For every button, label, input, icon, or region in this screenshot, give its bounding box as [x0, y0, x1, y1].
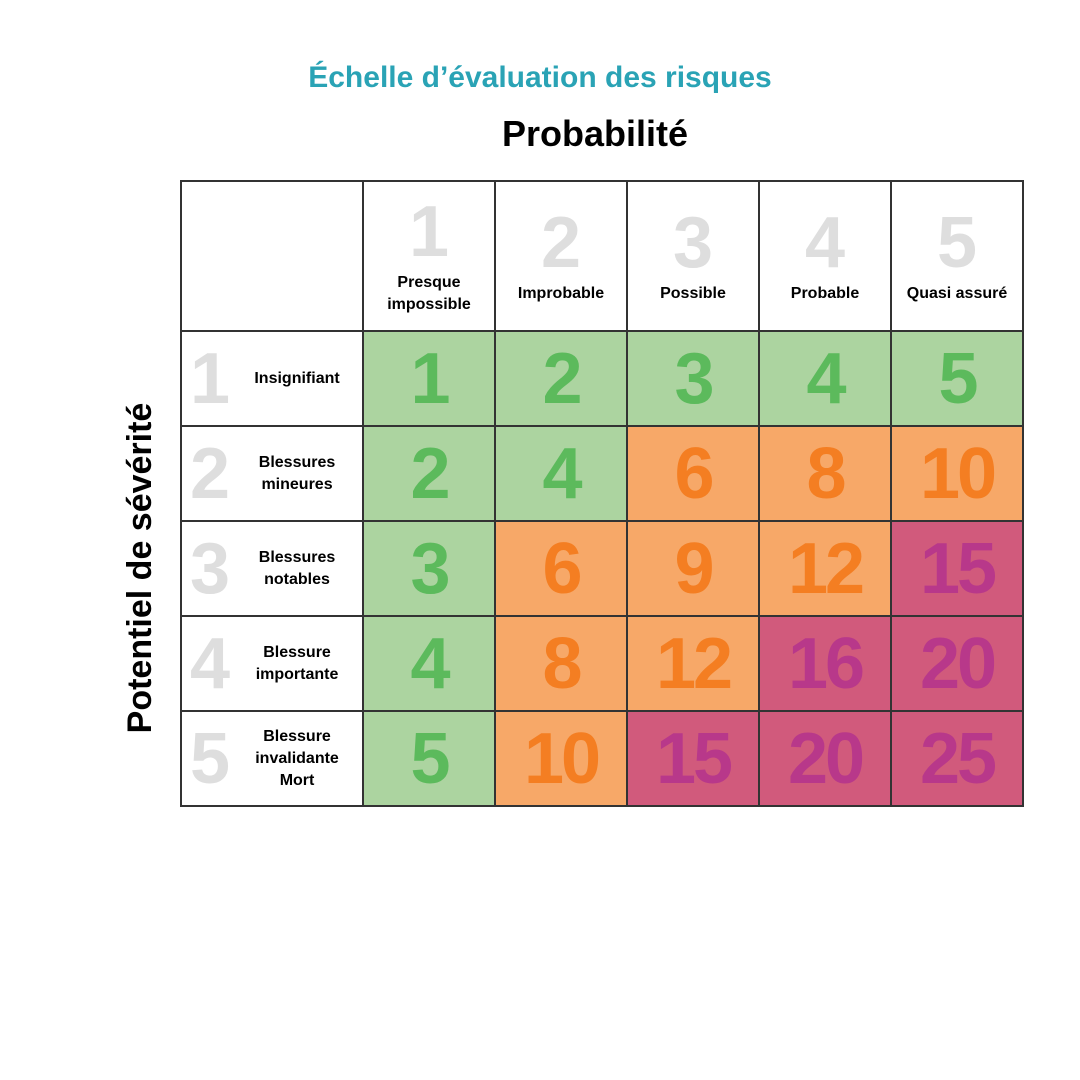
risk-score-cell: 12 [626, 615, 760, 712]
probability-label: Quasi assuré [906, 285, 1008, 302]
risk-score-cell: 5 [362, 710, 496, 807]
risk-score-cell: 10 [494, 710, 628, 807]
risk-score-cell: 15 [890, 520, 1024, 617]
risk-score-cell: 6 [494, 520, 628, 617]
severity-row: 5 Blessure invalidante Mort 5 10 15 20 25 [180, 710, 1024, 807]
severity-header: 3 Blessures notables [180, 520, 364, 617]
severity-row: 2 Blessures mineures 2 4 6 8 10 [180, 425, 1024, 522]
y-axis-label: Potentiel de sévérité [121, 402, 159, 734]
risk-score-cell: 12 [758, 520, 892, 617]
probability-label: Possible [660, 285, 726, 302]
severity-header: 5 Blessure invalidante Mort [180, 710, 364, 807]
severity-header: 4 Blessure importante [180, 615, 364, 712]
risk-score-cell: 8 [494, 615, 628, 712]
risk-score-cell: 20 [758, 710, 892, 807]
probability-header: 1 Presque impossible [362, 180, 496, 332]
risk-score-cell: 15 [626, 710, 760, 807]
risk-score-cell: 3 [626, 330, 760, 427]
level-number: 2 [190, 433, 231, 514]
severity-header: 1 Insignifiant [180, 330, 364, 427]
probability-label: Improbable [517, 285, 605, 302]
risk-score-cell: 2 [362, 425, 496, 522]
severity-row: 1 Insignifiant 1 2 3 4 5 [180, 330, 1024, 427]
severity-label: Blessures notables [258, 548, 336, 588]
risk-score-cell: 4 [758, 330, 892, 427]
probability-label: Probable [790, 285, 860, 302]
risk-score-cell: 2 [494, 330, 628, 427]
severity-label: Insignifiant [254, 369, 340, 387]
level-number: 4 [190, 623, 231, 704]
risk-score-cell: 6 [626, 425, 760, 522]
severity-row: 4 Blessure importante 4 8 12 16 20 [180, 615, 1024, 712]
risk-score-cell: 16 [758, 615, 892, 712]
corner-cell [180, 180, 364, 332]
risk-score-cell: 5 [890, 330, 1024, 427]
x-axis-label: Probabilité [501, 113, 689, 154]
level-number: 4 [804, 203, 846, 283]
probability-label: Presque impossible [387, 274, 471, 313]
level-number: 5 [190, 718, 231, 799]
level-number: 3 [672, 203, 714, 283]
risk-matrix: 1 Presque impossible 2 Improbable 3 Possible 4… [180, 180, 1024, 807]
risk-score-cell: 25 [890, 710, 1024, 807]
severity-label: Blessures mineures [258, 453, 336, 493]
severity-header: 2 Blessures mineures [180, 425, 364, 522]
level-number: 2 [540, 203, 582, 283]
risk-score-cell: 3 [362, 520, 496, 617]
page-title: Échelle d’évaluation des risques [308, 61, 772, 94]
header-row: 1 Presque impossible 2 Improbable 3 Possible 4… [180, 180, 1024, 332]
risk-score-cell: 9 [626, 520, 760, 617]
risk-score-cell: 4 [494, 425, 628, 522]
level-number: 1 [408, 192, 450, 272]
severity-label: Blessure importante [255, 643, 339, 683]
risk-score-cell: 4 [362, 615, 496, 712]
level-number: 3 [190, 528, 231, 609]
probability-header: 2 Improbable [494, 180, 628, 332]
risk-score-cell: 1 [362, 330, 496, 427]
risk-score-cell: 8 [758, 425, 892, 522]
probability-header: 3 Possible [626, 180, 760, 332]
level-number: 5 [936, 203, 978, 283]
severity-row: 3 Blessures notables 3 6 9 12 15 [180, 520, 1024, 617]
level-number: 1 [190, 338, 231, 419]
risk-score-cell: 10 [890, 425, 1024, 522]
probability-header: 4 Probable [758, 180, 892, 332]
severity-label: Blessure invalidante Mort [255, 727, 339, 789]
probability-header: 5 Quasi assuré [890, 180, 1024, 332]
risk-score-cell: 20 [890, 615, 1024, 712]
